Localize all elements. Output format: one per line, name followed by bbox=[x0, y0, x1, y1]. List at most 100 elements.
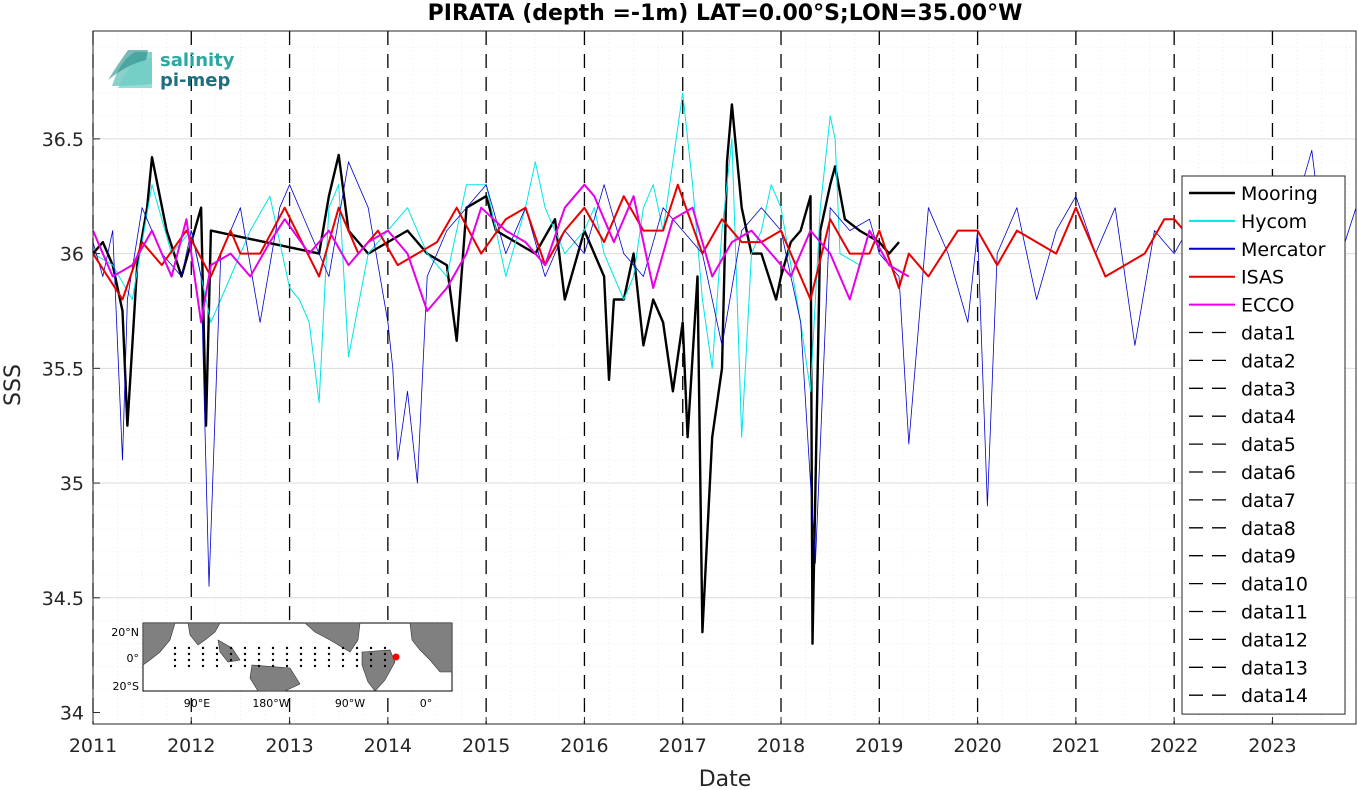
map-lon-label: 90°E bbox=[184, 697, 210, 710]
map-lat-label: 20°S bbox=[113, 680, 139, 693]
logo: salinity pi-mep bbox=[108, 50, 235, 91]
mooring-dot bbox=[369, 646, 373, 650]
mooring-dot bbox=[187, 658, 191, 662]
mooring-dot bbox=[355, 664, 359, 668]
mooring-dot bbox=[271, 658, 275, 662]
x-tick-label: 2015 bbox=[462, 735, 510, 757]
x-tick-label: 2012 bbox=[167, 735, 215, 757]
mooring-dot bbox=[229, 658, 233, 662]
mooring-dot bbox=[369, 664, 373, 668]
mooring-dot bbox=[313, 646, 317, 650]
logo-text-pimep: pi-mep bbox=[160, 70, 230, 91]
legend-box bbox=[1181, 175, 1346, 715]
y-tick-label: 35.5 bbox=[42, 358, 84, 380]
mooring-dot bbox=[271, 664, 275, 668]
mooring-dot bbox=[299, 664, 303, 668]
mooring-dot bbox=[341, 652, 345, 656]
mooring-dot bbox=[285, 658, 289, 662]
y-tick-label: 34.5 bbox=[42, 588, 84, 610]
mooring-dot bbox=[243, 664, 247, 668]
legend: Mooring Hycom Mercator ISAS ECCO data1 data2 da… bbox=[1181, 175, 1346, 715]
mooring-dot bbox=[285, 646, 289, 650]
land-mass bbox=[217, 639, 241, 663]
legend-label: data5 bbox=[1241, 434, 1296, 456]
legend-label: data2 bbox=[1241, 350, 1296, 372]
mooring-dot bbox=[201, 652, 205, 656]
plot-frame bbox=[92, 30, 1357, 725]
mooring-dot bbox=[271, 652, 275, 656]
mooring-dot bbox=[327, 646, 331, 650]
series-line-hycom bbox=[92, 92, 860, 438]
mooring-dot bbox=[313, 658, 317, 662]
mooring-dot bbox=[355, 658, 359, 662]
mooring-dot bbox=[355, 646, 359, 650]
legend-label: data13 bbox=[1241, 657, 1308, 679]
mooring-dot bbox=[257, 646, 261, 650]
map-lat-label: 20°N bbox=[111, 626, 139, 639]
series-line-mooring bbox=[92, 103, 900, 645]
y-tick-labels: 34 34.5 35 35.5 36 36.5 bbox=[42, 129, 100, 725]
mooring-dot bbox=[173, 652, 177, 656]
mooring-dot bbox=[313, 664, 317, 668]
mooring-dot bbox=[187, 652, 191, 656]
mooring-dot bbox=[201, 658, 205, 662]
land-mass bbox=[409, 622, 453, 673]
legend-label: Mooring bbox=[1241, 183, 1318, 205]
x-axis-label: Date bbox=[699, 767, 752, 790]
y-tick-label: 36 bbox=[60, 244, 84, 266]
mooring-dot bbox=[187, 646, 191, 650]
mooring-dot bbox=[327, 652, 331, 656]
mooring-dot bbox=[383, 658, 387, 662]
mooring-dot bbox=[257, 652, 261, 656]
mooring-dot bbox=[341, 664, 345, 668]
mooring-dot bbox=[215, 664, 219, 668]
legend-label: data1 bbox=[1241, 323, 1296, 345]
mooring-dot bbox=[243, 646, 247, 650]
land-mass bbox=[304, 622, 361, 653]
legend-label: ECCO bbox=[1241, 295, 1295, 317]
mooring-dot bbox=[299, 658, 303, 662]
map-lon-label: 0° bbox=[420, 697, 433, 710]
legend-label: data11 bbox=[1241, 602, 1308, 624]
series-line-ecco bbox=[92, 183, 910, 324]
x-tick-labels: 2011 2012 2013 2014 2015 2016 2017 2018 2019 2020… bbox=[69, 717, 1297, 757]
legend-label: data12 bbox=[1241, 629, 1308, 651]
mooring-dot bbox=[383, 664, 387, 668]
x-tick-label: 2018 bbox=[757, 735, 805, 757]
x-tick-label: 2017 bbox=[659, 735, 707, 757]
mooring-dot bbox=[215, 652, 219, 656]
selected-mooring-marker bbox=[392, 653, 400, 661]
legend-label: data10 bbox=[1241, 574, 1308, 596]
x-tick-label: 2022 bbox=[1150, 735, 1198, 757]
inset-map: 20°N 0° 20°S 90°E 180°W 90°W 0° bbox=[111, 622, 453, 710]
y-tick-label: 36.5 bbox=[42, 129, 84, 151]
legend-label: data14 bbox=[1241, 685, 1308, 707]
series-line-isas bbox=[92, 183, 1194, 301]
mooring-dot bbox=[327, 658, 331, 662]
x-tick-label: 2016 bbox=[560, 735, 608, 757]
mooring-dot bbox=[257, 664, 261, 668]
mooring-dot bbox=[173, 658, 177, 662]
land-mass bbox=[187, 622, 221, 646]
mooring-dot bbox=[383, 646, 387, 650]
mooring-dot bbox=[215, 658, 219, 662]
grid bbox=[93, 31, 1356, 724]
y-axis-label: SSS bbox=[1, 364, 26, 406]
mooring-dot bbox=[257, 658, 261, 662]
map-lon-label: 180°W bbox=[252, 697, 289, 710]
legend-label: data4 bbox=[1241, 406, 1296, 428]
mooring-dot bbox=[201, 646, 205, 650]
mooring-dot bbox=[299, 652, 303, 656]
legend-label: Mercator bbox=[1241, 239, 1326, 261]
y-tick-label: 34 bbox=[60, 703, 84, 725]
year-dashed-lines bbox=[92, 31, 1274, 724]
mooring-dot bbox=[327, 664, 331, 668]
logo-text-salinity: salinity bbox=[160, 50, 235, 71]
mooring-dot bbox=[313, 652, 317, 656]
x-tick-label: 2014 bbox=[364, 735, 412, 757]
mooring-dot bbox=[341, 658, 345, 662]
chart-title: PIRATA (depth =-1m) LAT=0.00°S;LON=35.00… bbox=[428, 1, 1023, 26]
mooring-dot bbox=[229, 664, 233, 668]
mooring-dot bbox=[201, 664, 205, 668]
